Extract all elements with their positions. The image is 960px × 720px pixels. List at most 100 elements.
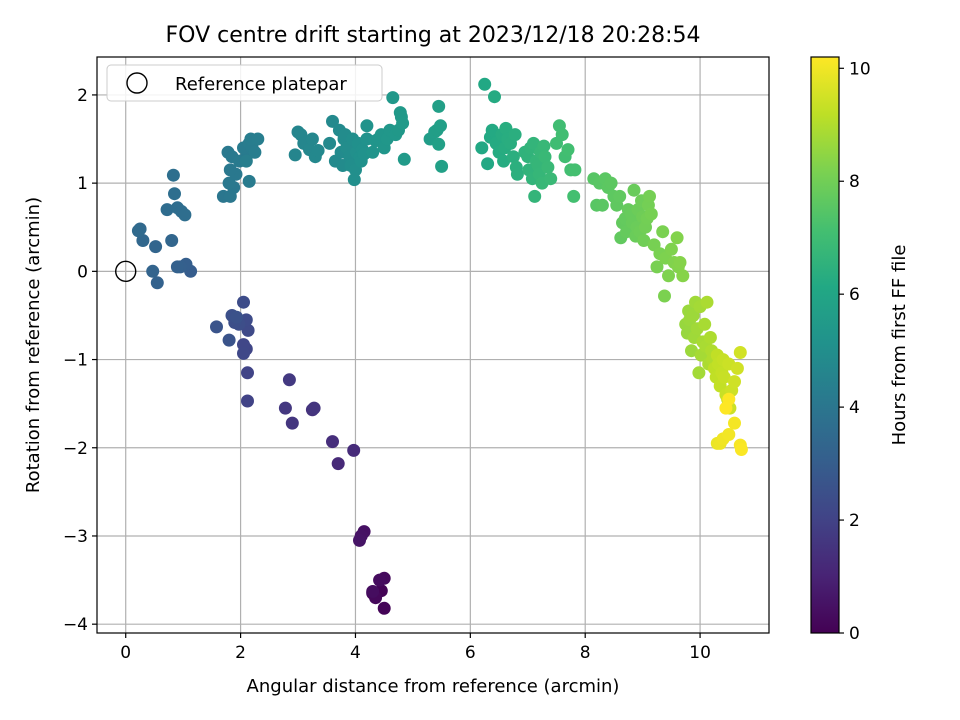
colorbar-tick-label: 6 — [849, 285, 860, 305]
data-point — [282, 373, 296, 387]
colorbar — [810, 56, 840, 634]
data-point — [568, 163, 582, 177]
data-point — [719, 401, 733, 415]
data-point — [237, 346, 250, 360]
data-point — [377, 601, 391, 615]
data-point — [347, 173, 361, 187]
data-point — [149, 240, 163, 254]
data-point — [561, 143, 575, 157]
data-point — [366, 585, 380, 598]
legend-box — [106, 64, 383, 102]
data-point — [435, 159, 449, 173]
data-point — [223, 163, 237, 177]
x-tick-label: 8 — [580, 643, 591, 663]
data-point — [499, 121, 513, 135]
data-point — [326, 114, 339, 128]
data-point — [567, 189, 581, 203]
legend-marker-circle — [126, 72, 148, 94]
colorbar-tick-label: 2 — [849, 511, 860, 531]
data-point — [386, 91, 400, 105]
data-point — [434, 119, 447, 133]
y-tick-label: −1 — [63, 351, 88, 371]
colorbar-ticks: 0 2 4 6 8 10 — [839, 59, 871, 644]
colorbar-tick-label: 4 — [849, 398, 860, 418]
data-point — [160, 203, 174, 217]
data-point — [166, 168, 180, 182]
data-point — [131, 224, 145, 238]
colorbar-label: Hours from first FF file — [889, 245, 910, 446]
data-point — [527, 136, 540, 150]
data-point — [373, 573, 387, 587]
colorbar-tick-label: 0 — [849, 624, 860, 644]
data-point — [644, 207, 658, 221]
data-point — [432, 137, 446, 151]
data-point — [604, 176, 618, 190]
reference-point — [115, 260, 137, 283]
data-point — [488, 90, 501, 104]
data-point — [497, 154, 511, 168]
data-point — [237, 295, 250, 309]
x-tick-label: 0 — [120, 643, 131, 663]
data-point — [432, 99, 446, 113]
colorbar-tick-label: 10 — [849, 59, 871, 79]
data-point — [686, 309, 700, 322]
data-point — [613, 189, 627, 203]
data-point — [251, 132, 265, 146]
data-point — [136, 234, 150, 247]
reference-platepar-marker — [115, 260, 137, 283]
y-tick-label: −3 — [63, 527, 88, 547]
data-point — [366, 145, 380, 159]
data-point — [538, 150, 552, 164]
data-point — [673, 256, 687, 269]
data-point — [241, 394, 254, 408]
data-point — [150, 276, 164, 290]
data-point — [734, 443, 748, 456]
data-point — [165, 234, 179, 247]
data-point — [305, 132, 319, 146]
data-point — [222, 333, 236, 347]
data-point — [676, 269, 690, 283]
data-point — [656, 225, 670, 239]
data-point — [541, 160, 555, 174]
data-point — [168, 187, 181, 201]
data-point — [146, 264, 160, 278]
scatter-points — [131, 77, 748, 615]
data-point — [323, 136, 337, 150]
data-point — [288, 148, 302, 162]
data-point — [475, 141, 489, 155]
data-point — [728, 416, 741, 430]
x-tick-label: 2 — [235, 643, 246, 663]
data-point — [658, 289, 671, 303]
y-tick-label: −4 — [63, 615, 88, 635]
data-point — [239, 154, 253, 168]
y-tick-label: −2 — [63, 439, 88, 459]
data-point — [537, 139, 551, 153]
data-point — [478, 77, 492, 91]
x-tick-label: 4 — [350, 643, 361, 663]
data-point — [485, 123, 499, 137]
data-point — [555, 128, 569, 142]
data-point — [627, 183, 641, 197]
data-point — [650, 260, 664, 274]
data-point — [242, 174, 256, 188]
data-point — [685, 344, 698, 358]
data-point — [311, 144, 325, 157]
data-point — [285, 416, 299, 430]
data-point — [347, 443, 361, 457]
data-point — [670, 231, 684, 245]
data-point — [722, 428, 736, 441]
data-point — [510, 167, 524, 181]
data-point — [728, 375, 741, 389]
y-axis-ticks: −4 −3 −2 −1 0 1 2 — [63, 86, 97, 635]
data-point — [700, 295, 714, 309]
y-tick-label: 1 — [77, 174, 88, 194]
data-point — [595, 198, 609, 212]
data-point — [360, 119, 374, 133]
data-point — [241, 366, 254, 380]
data-point — [241, 323, 255, 337]
data-point — [170, 260, 184, 274]
data-point — [717, 370, 731, 384]
data-point — [692, 366, 706, 380]
data-point — [326, 435, 339, 449]
data-point — [662, 269, 675, 283]
